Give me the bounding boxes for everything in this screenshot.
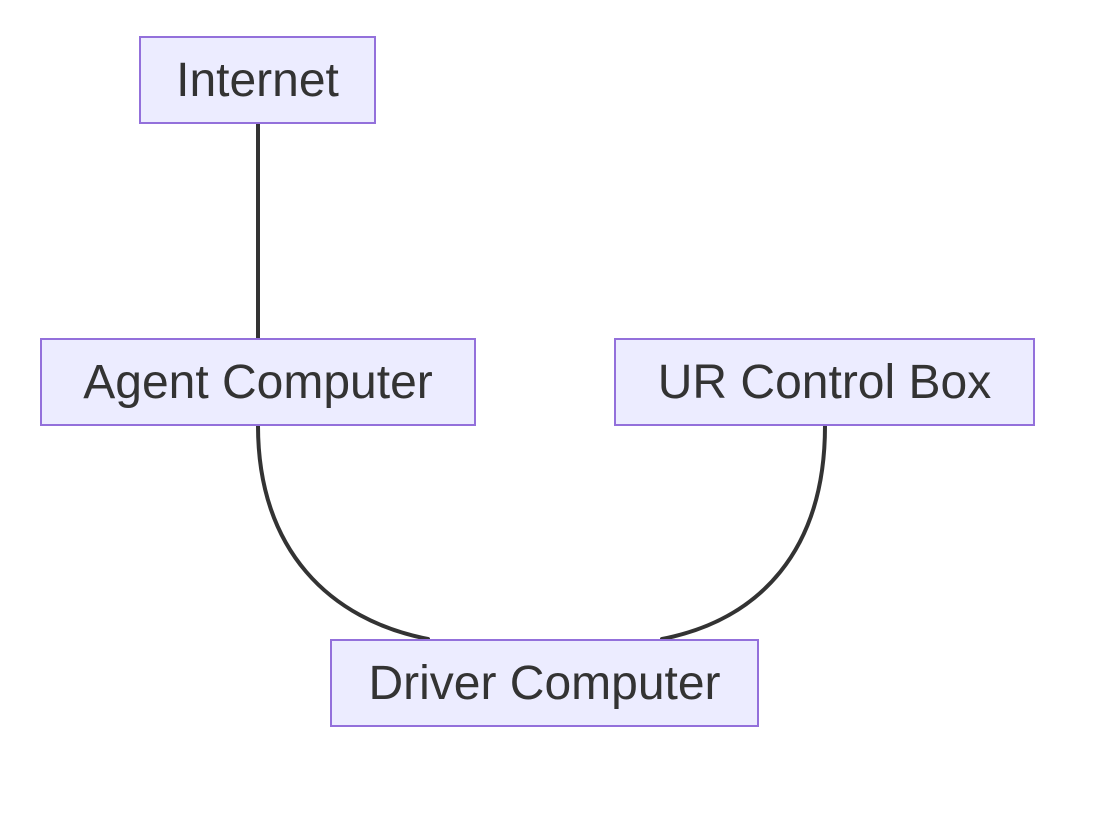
edge-urbox-driver <box>662 426 825 639</box>
diagram-canvas: Internet Agent Computer UR Control Box D… <box>0 0 1116 827</box>
node-driver-computer-label: Driver Computer <box>368 656 720 711</box>
node-internet-label: Internet <box>176 53 339 108</box>
node-internet: Internet <box>139 36 376 124</box>
node-driver-computer: Driver Computer <box>330 639 759 727</box>
edge-agent-driver <box>258 426 428 639</box>
node-agent-computer: Agent Computer <box>40 338 476 426</box>
node-ur-control-box-label: UR Control Box <box>658 355 991 410</box>
node-ur-control-box: UR Control Box <box>614 338 1035 426</box>
node-agent-computer-label: Agent Computer <box>83 355 433 410</box>
